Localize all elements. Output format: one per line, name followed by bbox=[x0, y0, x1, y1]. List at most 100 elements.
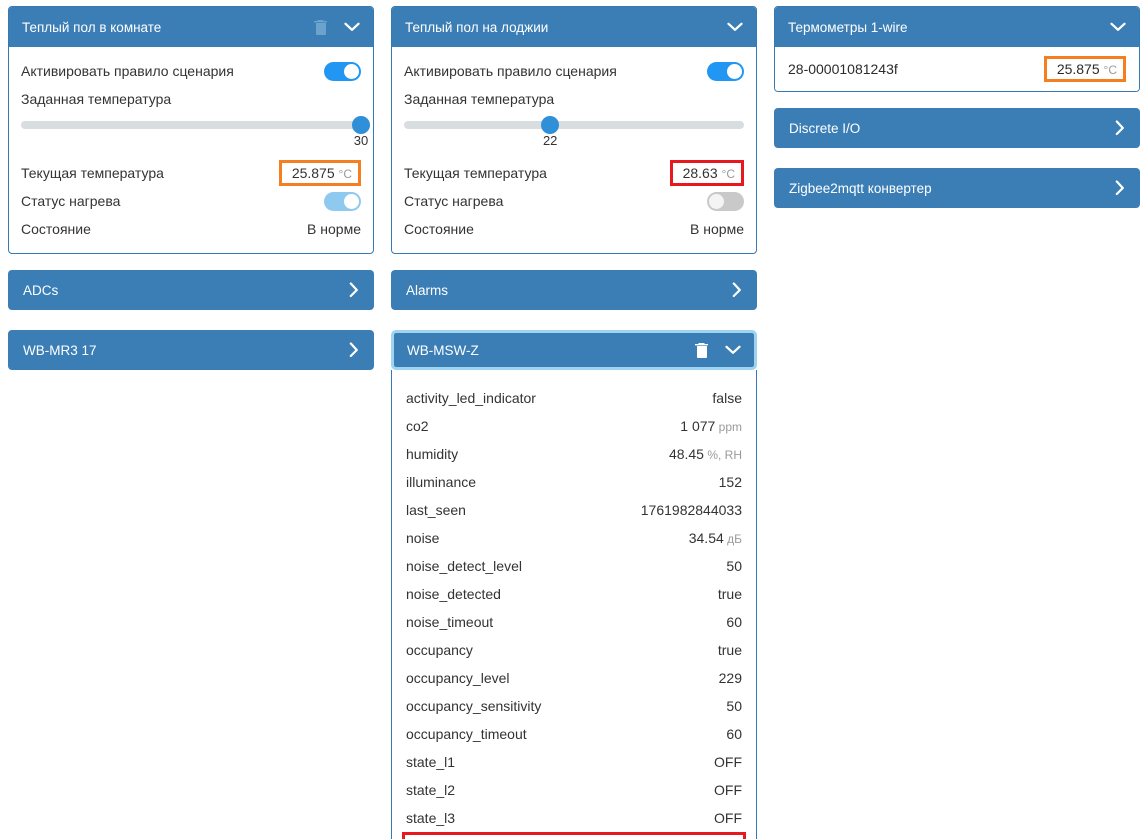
collapsed-bar-title: Discrete I/O bbox=[789, 120, 861, 136]
panel-header-warm-floor-loggia[interactable]: Теплый пол на лоджии bbox=[392, 7, 756, 47]
chevron-down-icon[interactable] bbox=[725, 345, 741, 355]
device-property-key: noise_detected bbox=[406, 586, 501, 602]
collapsed-bar-discrete-io[interactable]: Discrete I/O bbox=[774, 108, 1140, 148]
device-property-key: last_seen bbox=[406, 502, 466, 518]
row-state: Состояние В норме bbox=[21, 215, 361, 243]
setpoint-label: Заданная температура bbox=[21, 91, 172, 107]
chevron-down-icon[interactable] bbox=[1110, 22, 1126, 32]
setpoint-slider[interactable] bbox=[21, 116, 370, 134]
device-property-number: true bbox=[717, 586, 742, 602]
heat-status-toggle bbox=[707, 191, 744, 211]
activate-rule-label: Активировать правило сценария bbox=[404, 63, 617, 79]
device-property-unit: дБ bbox=[723, 532, 742, 546]
panel-wb-msw-z: WB-MSW-Z activity_led_indicator false co2 1… bbox=[391, 330, 757, 839]
current-temperature-value-highlighted: 25.875 °C bbox=[278, 160, 361, 186]
activate-rule-toggle[interactable] bbox=[707, 61, 744, 81]
trash-icon[interactable] bbox=[695, 342, 709, 358]
device-property-key: occupancy_timeout bbox=[406, 726, 527, 742]
device-property-value: 60 bbox=[726, 726, 742, 742]
heat-status-label: Статус нагрева bbox=[404, 193, 504, 209]
device-property-unit: ppm bbox=[715, 420, 742, 434]
column-right: Термометры 1-wire 28-00001081243f 25.875… bbox=[774, 6, 1140, 228]
current-temperature-unit: °C bbox=[338, 167, 352, 181]
device-property-number: 229 bbox=[718, 670, 742, 686]
setpoint-slider-value: 30 bbox=[353, 133, 369, 148]
chevron-right-icon[interactable] bbox=[1115, 180, 1125, 196]
current-temperature-unit: °C bbox=[721, 167, 735, 181]
row-setpoint-label: Заданная температура bbox=[21, 85, 361, 113]
device-property-row: state_l1 OFF bbox=[404, 748, 744, 776]
chevron-right-icon[interactable] bbox=[349, 282, 359, 298]
row-activate-rule: Активировать правило сценария bbox=[21, 57, 361, 85]
panel-title: Теплый пол в комнате bbox=[22, 19, 162, 35]
device-property-key: illuminance bbox=[406, 474, 477, 490]
setpoint-slider-holder: 30 bbox=[21, 116, 370, 159]
device-property-number: OFF bbox=[714, 782, 742, 798]
device-property-number: 48.45 bbox=[668, 446, 704, 462]
row-heat-status: Статус нагрева bbox=[21, 187, 361, 215]
setpoint-slider[interactable] bbox=[404, 116, 744, 134]
device-property-row: noise_timeout 60 bbox=[404, 608, 744, 636]
current-temperature-number: 25.875 bbox=[291, 165, 335, 181]
device-property-key: noise bbox=[406, 530, 440, 546]
chevron-down-icon[interactable] bbox=[727, 22, 743, 32]
heat-status-label: Статус нагрева bbox=[21, 193, 121, 209]
panel-body-warm-floor-room: Активировать правило сценария Заданная т… bbox=[9, 47, 373, 253]
device-property-number: 50 bbox=[726, 558, 742, 574]
device-property-row: occupancy_sensitivity 50 bbox=[404, 692, 744, 720]
device-property-value: OFF bbox=[714, 754, 742, 770]
device-property-number: OFF bbox=[714, 754, 742, 770]
collapsed-bar-title: ADCs bbox=[23, 282, 59, 298]
trash-icon[interactable] bbox=[314, 19, 328, 35]
device-property-key: state_l3 bbox=[406, 810, 456, 826]
collapsed-bar-alarms[interactable]: Alarms bbox=[391, 270, 757, 310]
device-property-value: 1761982844033 bbox=[641, 502, 742, 518]
device-property-key: co2 bbox=[406, 418, 429, 434]
panel-title: Термометры 1-wire bbox=[788, 19, 908, 35]
setpoint-slider-thumb[interactable] bbox=[541, 116, 560, 134]
chevron-right-icon[interactable] bbox=[732, 282, 742, 298]
device-property-value: 48.45 %, RH bbox=[669, 446, 742, 462]
device-property-value: OFF bbox=[714, 810, 742, 826]
row-state: Состояние В норме bbox=[404, 215, 744, 243]
device-property-value: false bbox=[712, 390, 742, 406]
current-temperature-label: Текущая температура bbox=[21, 165, 164, 181]
current-temperature-label: Текущая температура bbox=[404, 165, 547, 181]
collapsed-bar-wb-mr3-17[interactable]: WB-MR3 17 bbox=[8, 330, 374, 370]
device-property-key: humidity bbox=[406, 446, 459, 462]
setpoint-slider-thumb[interactable] bbox=[352, 116, 370, 134]
device-property-key: occupancy_sensitivity bbox=[406, 698, 542, 714]
setpoint-slider-value: 22 bbox=[542, 133, 558, 148]
column-left: Теплый пол в комнате Активировать правил… bbox=[8, 6, 374, 390]
panel-title: Теплый пол на лоджии bbox=[405, 19, 549, 35]
chevron-down-icon[interactable] bbox=[344, 22, 360, 32]
device-property-value: 229 bbox=[719, 670, 742, 686]
panel-header-thermometers-1wire[interactable]: Термометры 1-wire bbox=[775, 7, 1139, 47]
device-property-number: true bbox=[717, 642, 742, 658]
device-property-value: 50 bbox=[726, 558, 742, 574]
device-property-value: 50 bbox=[726, 698, 742, 714]
device-property-key: noise_detect_level bbox=[406, 558, 522, 574]
current-temperature-number: 28.63 bbox=[682, 165, 718, 181]
activate-rule-toggle[interactable] bbox=[324, 61, 361, 81]
panel-warm-floor-loggia: Теплый пол на лоджии Активировать правил… bbox=[391, 6, 757, 254]
activate-rule-label: Активировать правило сценария bbox=[21, 63, 234, 79]
chevron-right-icon[interactable] bbox=[1115, 120, 1125, 136]
collapsed-bar-title: Zigbee2mqtt конвертер bbox=[789, 180, 932, 196]
collapsed-bar-zigbee2mqtt[interactable]: Zigbee2mqtt конвертер bbox=[774, 168, 1140, 208]
device-property-key: state_l2 bbox=[406, 782, 456, 798]
panel-header-warm-floor-room[interactable]: Теплый пол в комнате bbox=[9, 7, 373, 47]
panel-header-wb-msw-z[interactable]: WB-MSW-Z bbox=[391, 330, 757, 370]
collapsed-bar-adcs[interactable]: ADCs bbox=[8, 270, 374, 310]
state-label: Состояние bbox=[404, 221, 474, 237]
collapsed-bar-title: Alarms bbox=[406, 282, 449, 298]
device-property-number: 1 077 bbox=[680, 418, 716, 434]
device-property-value: 28.63 °C bbox=[687, 837, 739, 839]
device-property-row: state_l2 OFF bbox=[404, 776, 744, 804]
device-property-value: true bbox=[718, 586, 742, 602]
chevron-right-icon[interactable] bbox=[349, 342, 359, 358]
sensor-value-unit: °C bbox=[1103, 63, 1117, 77]
panel-body-warm-floor-loggia: Активировать правило сценария Заданная т… bbox=[392, 47, 756, 253]
state-value: В норме bbox=[690, 221, 744, 237]
